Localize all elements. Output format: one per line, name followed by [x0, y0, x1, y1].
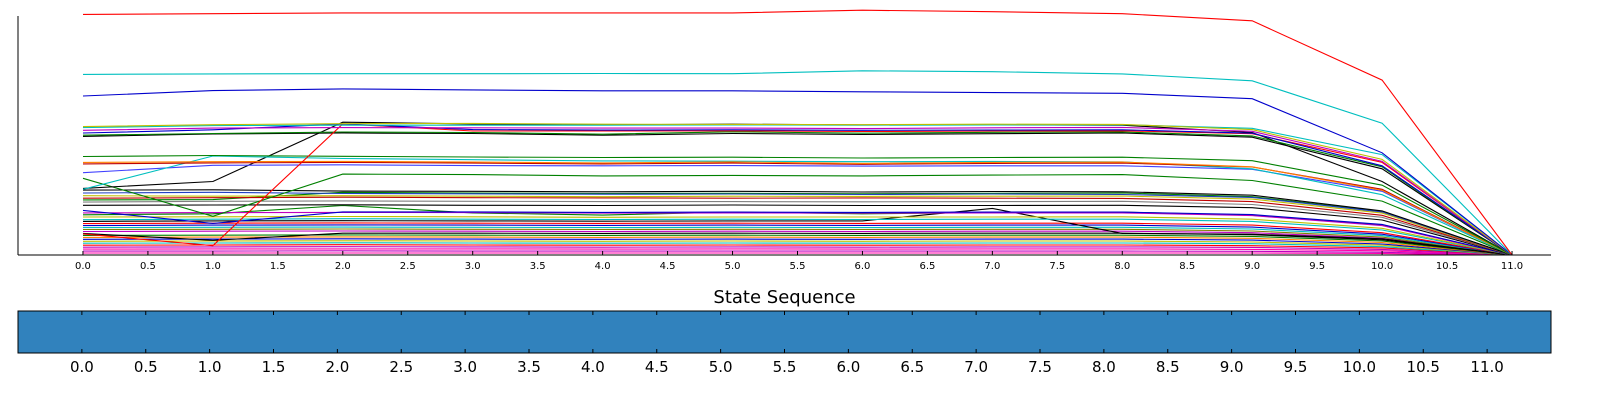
series-line-19	[82, 195, 1513, 256]
series-line-3	[82, 122, 1513, 256]
state-x-tick-label: 0.5	[134, 358, 158, 376]
series-line-18	[82, 191, 1513, 256]
state-x-tick-label: 5.5	[773, 358, 797, 376]
series-line-37	[82, 236, 1513, 256]
line-x-tick-label: 8.0	[1114, 261, 1130, 272]
series-line-24	[82, 209, 1513, 256]
line-x-tick-label: 11.0	[1501, 261, 1523, 272]
state-x-tick-label: 11.0	[1470, 358, 1503, 376]
series-line-0	[82, 9, 1513, 256]
series-line-38	[82, 238, 1513, 256]
line-x-tick-label: 10.5	[1436, 261, 1458, 272]
state-x-tick-label: 3.5	[517, 358, 541, 376]
state-x-tick-label: 8.0	[1092, 358, 1116, 376]
line-x-tick-label: 7.5	[1049, 261, 1065, 272]
state-x-tick-label: 5.0	[709, 358, 733, 376]
line-x-tick-label: 0.0	[75, 261, 91, 272]
series-line-32	[82, 226, 1513, 256]
state-sequence-title: State Sequence	[713, 287, 855, 308]
series-line-34	[82, 230, 1513, 256]
state-x-tick-label: 10.5	[1407, 358, 1440, 376]
series-line-33	[82, 228, 1513, 256]
state-x-tick-label: 8.5	[1156, 358, 1180, 376]
series-line-20	[82, 196, 1513, 256]
series-line-31	[82, 224, 1513, 256]
state-sequence-bar	[17, 310, 1552, 354]
state-x-tick-label: 7.0	[964, 358, 988, 376]
series-line-25	[82, 211, 1513, 256]
series-line-27	[82, 215, 1513, 256]
line-x-tick-label: 9.5	[1309, 261, 1325, 272]
state-sequence-panel: State Sequence 0.0 0.5 1.0 1.5 2.0 2.5 3.0 3.5 4…	[17, 287, 1552, 376]
line-x-tick-label: 3.5	[530, 261, 546, 272]
series-line-28	[82, 218, 1513, 256]
state-x-tick-label: 0.0	[70, 358, 94, 376]
state-x-tick-label: 2.5	[389, 358, 413, 376]
series-line-1	[82, 70, 1513, 256]
line-x-tick-label: 7.0	[984, 261, 1000, 272]
series-line-22	[82, 200, 1513, 256]
series-line-10	[82, 154, 1513, 256]
line-x-tick-label: 2.0	[335, 261, 351, 272]
series-line-9	[82, 132, 1513, 256]
series-line-2	[82, 88, 1513, 256]
line-chart-x-ticks: 0.0 0.5 1.0 1.5 2.0 2.5 3.0 3.5 4.0 4.5 5.0 5.5 6.0 6…	[75, 251, 1523, 272]
line-chart-panel: 0.0 0.5 1.0 1.5 2.0 2.5 3.0 3.5 4.0 4.5 5.0 5.5 6.0 6…	[17, 9, 1551, 272]
state-sequence-x-ticks: 0.0 0.5 1.0 1.5 2.0 2.5 3.0 3.5 4.0 4.5 5.0 5.5 6.0 6…	[70, 311, 1504, 376]
series-line-8	[82, 131, 1513, 256]
state-x-tick-label: 6.5	[900, 358, 924, 376]
series-line-5	[82, 126, 1513, 256]
line-series-group	[82, 9, 1513, 256]
series-line-23	[82, 204, 1513, 256]
series-line-16	[82, 173, 1513, 256]
state-x-tick-label: 4.5	[645, 358, 669, 376]
series-line-11	[82, 160, 1513, 256]
line-x-tick-label: 1.0	[205, 261, 221, 272]
line-x-tick-label: 4.5	[660, 261, 676, 272]
line-x-tick-label: 8.5	[1179, 261, 1195, 272]
line-x-tick-label: 5.5	[790, 261, 806, 272]
line-x-tick-label: 3.0	[465, 261, 481, 272]
series-line-43	[82, 248, 1513, 256]
series-line-29	[82, 207, 1513, 256]
series-line-41	[82, 244, 1513, 256]
state-x-tick-label: 1.0	[198, 358, 222, 376]
state-x-tick-label: 9.5	[1284, 358, 1308, 376]
state-x-tick-label: 10.0	[1343, 358, 1376, 376]
series-line-13	[82, 155, 1513, 256]
line-x-tick-label: 6.0	[854, 261, 870, 272]
state-x-tick-label: 2.0	[325, 358, 349, 376]
state-x-tick-label: 3.0	[453, 358, 477, 376]
line-x-tick-label: 6.5	[919, 261, 935, 272]
state-x-tick-label: 6.0	[836, 358, 860, 376]
line-x-tick-label: 10.0	[1371, 261, 1393, 272]
line-x-tick-label: 1.5	[270, 261, 286, 272]
state-x-tick-label: 9.0	[1220, 358, 1244, 376]
line-x-tick-label: 2.5	[400, 261, 416, 272]
series-line-42	[82, 246, 1513, 256]
line-x-tick-label: 0.5	[140, 261, 156, 272]
state-x-tick-label: 7.5	[1028, 358, 1052, 376]
series-line-35	[82, 232, 1513, 256]
series-line-36	[82, 234, 1513, 256]
series-line-39	[82, 240, 1513, 256]
state-x-tick-label: 4.0	[581, 358, 605, 376]
series-line-30	[82, 222, 1513, 256]
series-line-17	[82, 189, 1513, 256]
state-x-tick-label: 1.5	[262, 358, 286, 376]
series-line-40	[82, 242, 1513, 256]
line-x-tick-label: 4.0	[595, 261, 611, 272]
line-x-tick-label: 9.0	[1244, 261, 1260, 272]
line-x-tick-label: 5.0	[725, 261, 741, 272]
